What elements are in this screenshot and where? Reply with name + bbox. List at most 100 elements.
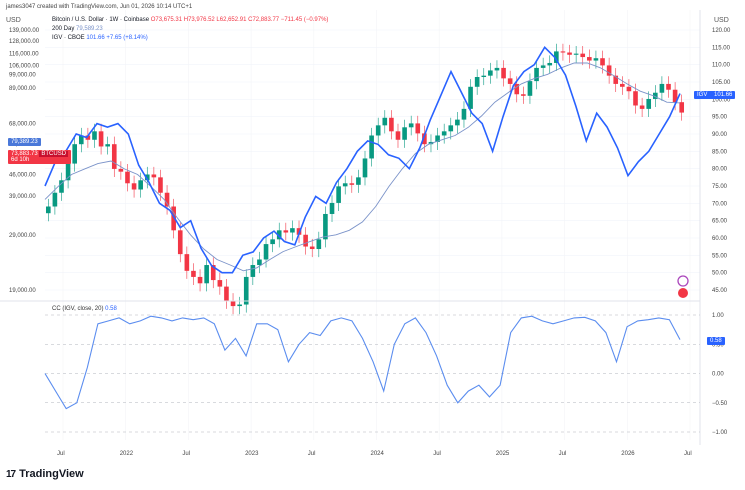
candle-body [257, 259, 262, 266]
candle-body [197, 276, 203, 284]
candle-body [105, 144, 110, 147]
candle-body [342, 183, 348, 187]
x-axis: Jul 2022 Jul 2023 Jul 2024 Jul 2025 Jul 2026 Jul [57, 451, 692, 457]
cc-tick-label: −0.50 [712, 401, 728, 407]
alert-icons [677, 275, 689, 298]
x-tick-label: 2023 [245, 451, 259, 457]
candle-body [620, 83, 625, 87]
candle-body [111, 144, 117, 169]
btc-candles [45, 43, 685, 315]
cc-tick-label: 0.50 [712, 342, 724, 348]
candle-body [98, 131, 104, 147]
candle-body [316, 239, 322, 250]
right-tick-label: 70.00 [712, 201, 728, 207]
candle-body [587, 57, 592, 61]
candle-body [382, 117, 388, 126]
right-tick-label: 85.00 [712, 149, 728, 155]
candle-body [263, 244, 269, 260]
left-tick-label: 68,000.00 [9, 121, 36, 127]
candle-body [144, 174, 150, 181]
candle-body [349, 183, 355, 185]
btc-price-tag: 73,883.73 BTCUSD 6d 10h [8, 150, 72, 164]
candle-body [501, 67, 506, 79]
cc-tick-label: −1.00 [712, 430, 728, 436]
btc-countdown: 6d 10h [11, 157, 30, 163]
candle-body [600, 58, 605, 66]
candle-body [78, 135, 84, 145]
candle-body [639, 105, 645, 109]
candle-body [633, 91, 638, 106]
candle-body [171, 206, 176, 231]
x-tick-label: Jul [308, 451, 316, 457]
candle-body [567, 52, 572, 55]
candle-body [455, 119, 460, 126]
candle-body [408, 123, 414, 128]
candle-body [184, 254, 190, 271]
indicator-name: CC (IGV, close, 20) [52, 306, 104, 312]
ma-price-tag: 79,389.23 [8, 138, 41, 146]
candle-body [613, 75, 619, 84]
candle-body [672, 89, 678, 103]
cc-grid [45, 314, 700, 433]
candle-body [375, 125, 381, 136]
legend-igv: IGV · CBOE 101.66 +7.65 (+8.14%) [52, 35, 148, 41]
x-tick-label: Jul [559, 451, 567, 457]
candle-body [329, 202, 335, 214]
candle-body [270, 239, 275, 245]
candle-body [290, 228, 295, 233]
candle-body [369, 135, 374, 159]
candle-body [59, 180, 64, 193]
x-tick-label: 2024 [371, 451, 385, 457]
candle-body [177, 230, 183, 255]
candle-body [138, 180, 143, 190]
cc-axis: 1.00 0.50 0.00 −0.50 −1.00 [712, 313, 728, 436]
legend-btc-values: O73,675.31 H73,976.52 L62,652.91 C72,883… [150, 17, 329, 23]
candle-body [507, 78, 513, 84]
tradingview-brand: 17 TradingView [6, 468, 84, 480]
right-tick-label: 75.00 [712, 184, 728, 190]
legend-ma: 200 Day 79,589.23 [52, 26, 103, 32]
cc-tick-label: 0.00 [712, 372, 724, 378]
legend-igv-name: IGV · CBOE [52, 35, 85, 41]
candle-body [402, 127, 407, 140]
candle-body [72, 144, 77, 164]
left-tick-label: 19,000.00 [9, 288, 36, 294]
candle-body [441, 131, 447, 136]
candle-body [422, 133, 427, 145]
candle-body [659, 83, 665, 93]
candle-body [646, 98, 652, 109]
candle-body [237, 304, 242, 307]
igv-label: IGV [697, 92, 708, 98]
candle-body [276, 230, 282, 240]
candle-body [224, 286, 229, 301]
candle-body [217, 280, 223, 287]
candle-body [65, 163, 71, 181]
right-tick-label: 90.00 [712, 132, 728, 138]
candle-body [309, 246, 315, 250]
x-tick-label: 2026 [621, 451, 635, 457]
candle-body [540, 65, 546, 68]
candle-body [210, 265, 216, 281]
right-tick-label: 110.00 [712, 63, 731, 69]
candle-body [164, 192, 170, 207]
igv-line [44, 46, 681, 274]
candle-body [131, 183, 137, 190]
byline: james3047 created with TradingView.com, … [6, 4, 193, 10]
flag-icon [678, 288, 688, 298]
candle-body [653, 92, 658, 99]
right-tick-label: 95.00 [712, 115, 728, 121]
candle-body [461, 108, 467, 120]
cc-value-tag: 0.58 [707, 337, 725, 345]
candle-body [474, 77, 480, 87]
legend-ma-name: 200 Day [52, 26, 75, 32]
legend-btc: Bitcoin / U.S. Dollar · 1W · Coinbase O7… [52, 17, 328, 23]
candle-body [488, 70, 493, 76]
indicator-value: 0.58 [105, 306, 117, 312]
right-tick-label: 100.00 [712, 97, 731, 103]
btc-label: BTCUSD [39, 151, 69, 157]
cc-tick-label: 1.00 [712, 313, 724, 319]
left-tick-label: 139,000.00 [9, 28, 40, 34]
right-tick-label: 120.00 [712, 28, 731, 34]
candle-body [626, 86, 632, 92]
x-tick-label: 2025 [496, 451, 510, 457]
